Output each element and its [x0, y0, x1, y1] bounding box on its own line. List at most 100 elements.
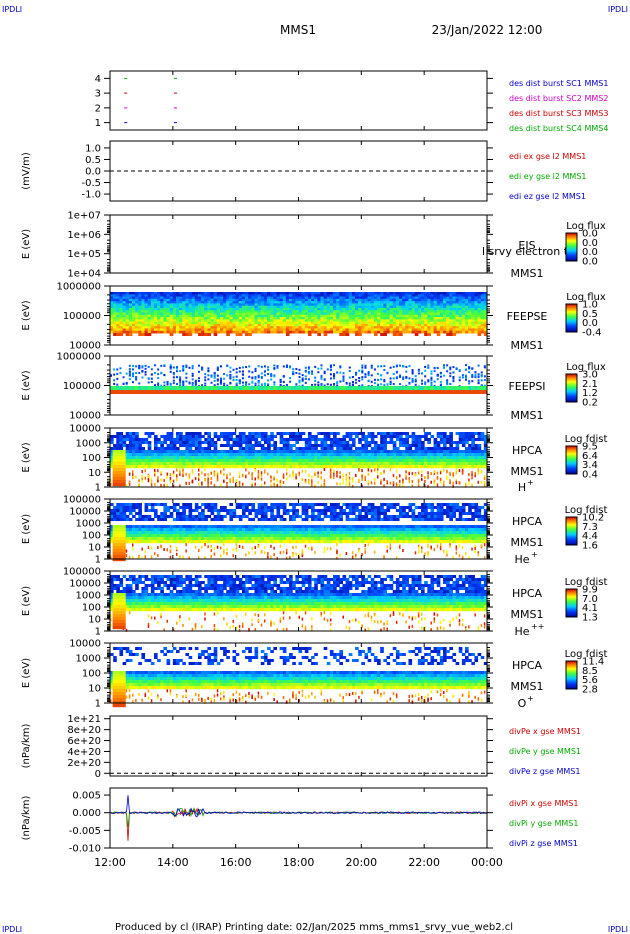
heat-cell — [282, 456, 287, 460]
heat-cell — [367, 319, 372, 323]
heat-cell — [446, 303, 450, 307]
heat-cell — [345, 292, 350, 295]
heat-cell — [458, 317, 463, 320]
heat-cell — [314, 317, 318, 320]
heat-cell — [392, 372, 395, 375]
heat-cell — [144, 373, 147, 376]
heat-cell — [157, 438, 161, 441]
heat-cell — [194, 317, 199, 320]
heat-cell — [245, 294, 249, 298]
heat-cell — [307, 432, 312, 435]
heat-cell — [317, 314, 321, 318]
heat-cell — [292, 323, 296, 327]
heat-cell — [191, 326, 196, 329]
heat-cell — [216, 326, 221, 329]
heat-cell — [147, 307, 152, 311]
heat-cell — [279, 386, 284, 390]
heat-cell — [125, 321, 130, 325]
heat-cell — [317, 471, 319, 475]
page-footer: Produced by cl (IRAP) Printing date: 02/… — [115, 922, 513, 933]
heat-cell — [417, 462, 422, 466]
heat-cell — [188, 432, 193, 435]
heat-cell — [311, 370, 314, 373]
heat-cell — [207, 292, 212, 295]
heat-cell — [182, 386, 186, 390]
heat-cell — [163, 303, 168, 307]
heat-cell — [373, 477, 376, 481]
heat-cell — [135, 386, 139, 390]
heat-cell — [279, 465, 284, 469]
heat-cell — [223, 319, 227, 323]
colorbar — [565, 373, 578, 403]
heat-cell — [430, 298, 435, 302]
heat-cell — [414, 305, 419, 309]
heat-cell — [455, 321, 460, 325]
heat-cell — [427, 447, 431, 450]
heat-cell — [257, 432, 262, 435]
heat-cell — [483, 312, 488, 316]
heat-cell — [421, 317, 425, 320]
heat-cell — [128, 333, 133, 336]
heat-cell — [150, 305, 155, 309]
heat-cell — [144, 314, 149, 318]
heat-cell — [169, 333, 174, 336]
heat-cell — [188, 450, 193, 454]
heat-cell — [248, 330, 252, 334]
heat-cell — [251, 432, 256, 435]
heat-cell — [417, 390, 422, 394]
heat-cell — [229, 370, 232, 373]
heat-cell — [468, 432, 472, 435]
heat-cell — [179, 456, 183, 460]
heat-cell — [304, 307, 309, 311]
heat-cell — [386, 294, 391, 298]
heat-cell — [424, 462, 428, 466]
heat-cell — [141, 386, 146, 390]
heat-cell — [238, 380, 241, 383]
heat-cell — [270, 307, 274, 311]
heat-cell — [179, 444, 183, 447]
heat-cell — [342, 462, 347, 466]
heat-cell — [405, 326, 409, 329]
heat-cell — [446, 312, 450, 316]
heat-cell — [232, 476, 235, 480]
heat-cell — [421, 307, 425, 311]
heat-cell — [182, 326, 186, 329]
heat-cell — [417, 450, 422, 454]
heat-cell — [367, 305, 372, 309]
heat-cell — [223, 321, 227, 325]
heat-cell — [213, 307, 218, 311]
heat-cell — [370, 364, 373, 367]
heat-cell — [474, 321, 479, 325]
heat-cell — [367, 303, 372, 307]
heat-cell — [417, 319, 422, 323]
heat-cell — [194, 450, 199, 454]
heat-cell — [197, 453, 202, 457]
heat-cell — [405, 450, 409, 454]
heat-cell — [292, 307, 296, 311]
heat-cell — [289, 438, 293, 441]
heat-cell — [405, 330, 409, 334]
heat-cell — [377, 468, 379, 472]
heat-cell — [317, 317, 321, 320]
heat-cell — [213, 444, 218, 447]
heat-cell — [185, 326, 190, 329]
heat-cell — [138, 450, 142, 454]
heat-cell — [194, 305, 199, 309]
heat-cell — [169, 382, 172, 385]
heat-cell — [455, 479, 458, 483]
heat-cell — [304, 370, 307, 373]
heat-cell — [273, 450, 278, 454]
heat-cell — [135, 435, 139, 438]
heat-cell — [389, 441, 394, 444]
heat-cell — [147, 333, 152, 336]
heat-cell — [392, 459, 397, 463]
heat-cell — [295, 296, 299, 300]
heat-cell — [169, 301, 174, 304]
heat-cell — [392, 462, 397, 466]
heat-cell — [370, 450, 375, 454]
heat-cell — [223, 372, 226, 375]
heat-cell — [116, 307, 120, 311]
heat-cell — [229, 479, 231, 483]
heat-cell — [273, 435, 278, 438]
heat-cell — [285, 330, 290, 334]
